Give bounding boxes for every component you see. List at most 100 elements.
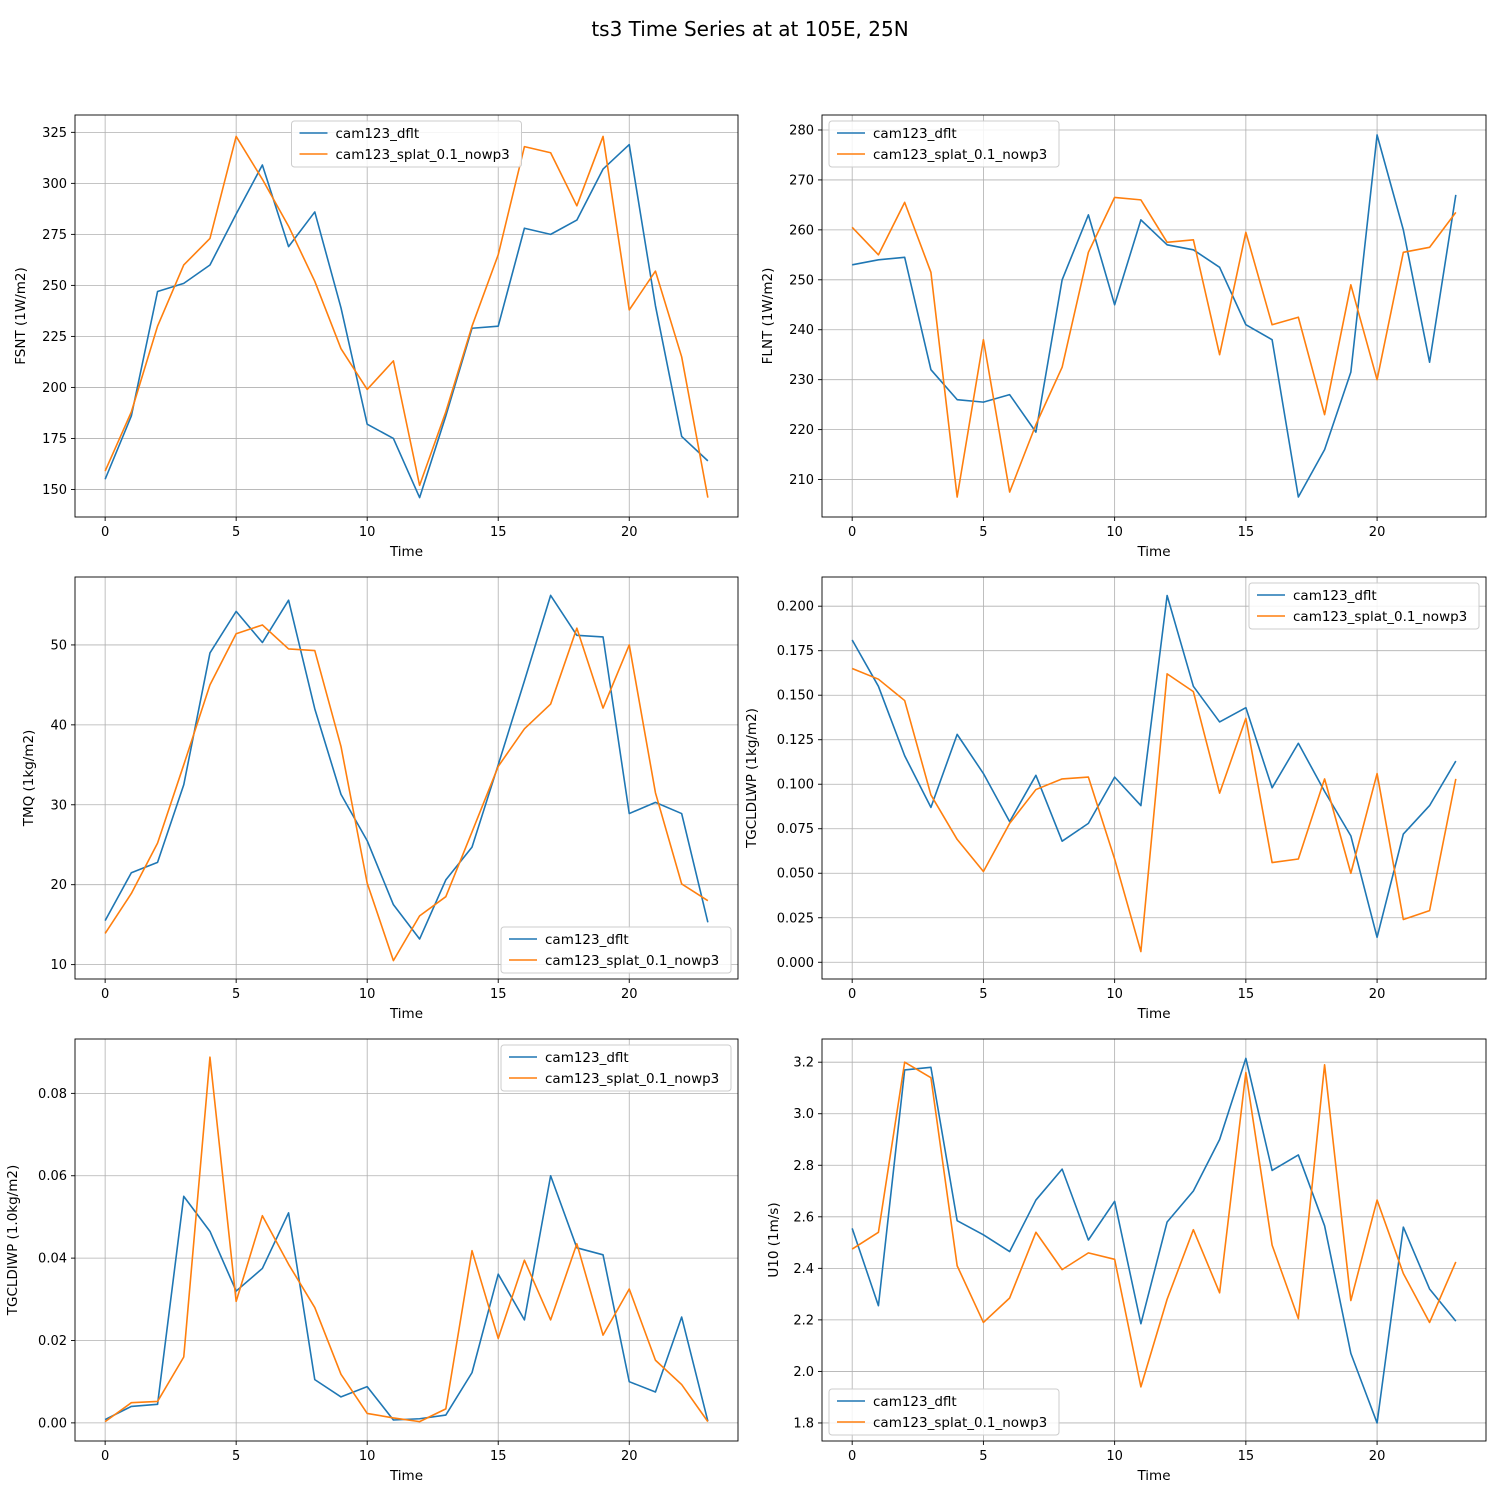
- y-tick-label: 3.2: [793, 1056, 814, 1071]
- x-tick-label: 15: [490, 525, 507, 540]
- subplot-1: 0 5 10 15 20 150 175 200 225 250 275 300 325 Time FSNT…: [13, 114, 739, 560]
- x-tick-label: 20: [1369, 987, 1386, 1002]
- y-tick-label: 220: [789, 423, 814, 438]
- series-line-dflt: [104, 594, 709, 940]
- y-tick-label: 0.125: [777, 733, 814, 748]
- grid-lines: [75, 577, 738, 979]
- legend-label-dflt: cam123_dflt: [873, 126, 957, 142]
- y-tick-label: 2.0: [793, 1365, 814, 1380]
- x-tick-label: 0: [101, 987, 109, 1002]
- y-tick-label: 210: [789, 473, 814, 488]
- legend-label-splat: cam123_splat_0.1_nowp3: [545, 953, 719, 969]
- y-tick-label: 300: [42, 177, 67, 192]
- y-axis-label: FLNT (1W/m2): [760, 268, 776, 365]
- y-tick-label: 200: [42, 381, 67, 396]
- x-tick-label: 5: [979, 1449, 987, 1464]
- legend-label-splat: cam123_splat_0.1_nowp3: [873, 147, 1047, 163]
- series-line-splat: [104, 624, 709, 962]
- y-tick-label: 2.4: [793, 1262, 814, 1277]
- y-tick-label: 150: [42, 483, 67, 498]
- x-tick-label: 5: [232, 987, 240, 1002]
- subplot-6: 0 5 10 15 20 1.8 2.0 2.2 2.4 2.6 2.8 3.0 3.2 Time U10 …: [766, 1038, 1487, 1484]
- x-axis-label: Time: [1136, 1006, 1170, 1022]
- y-tick-label: 0.04: [38, 1252, 67, 1267]
- x-tick-label: 20: [1369, 525, 1386, 540]
- grid-lines: [822, 115, 1486, 517]
- y-tick-label: 0.100: [777, 778, 814, 793]
- legend-label-dflt: cam123_dflt: [1293, 588, 1377, 604]
- x-tick-label: 10: [1106, 987, 1123, 1002]
- legend: cam123_dflt cam123_splat_0.1_nowp3: [500, 926, 732, 974]
- x-tick-label: 10: [359, 1449, 376, 1464]
- x-tick-label: 15: [1238, 525, 1255, 540]
- subplot-4: 0 5 10 15 20 0.000 0.025 0.050 0.075 0.100 0.125 0.…: [744, 576, 1487, 1022]
- x-tick-label: 5: [232, 1449, 240, 1464]
- y-axis-label: TGCLDLWP (1kg/m2): [744, 708, 760, 849]
- y-axis-label: TGCLDIWP (1.0kg/m2): [5, 1165, 21, 1317]
- y-tick-label: 260: [789, 223, 814, 238]
- legend-label-dflt: cam123_dflt: [873, 1394, 957, 1410]
- y-tick-label: 2.8: [793, 1159, 814, 1174]
- axes-frame: [74, 576, 739, 980]
- subplot-5: 0 5 10 15 20 0.00 0.02 0.04 0.06 0.08 Time TGCLDIWP…: [5, 1038, 739, 1484]
- legend-label-dflt: cam123_dflt: [336, 126, 420, 142]
- axes-frame: [821, 576, 1487, 980]
- legend-box: [828, 120, 1060, 168]
- legend: cam123_dflt cam123_splat_0.1_nowp3: [500, 1044, 732, 1092]
- y-tick-label: 0.08: [38, 1087, 67, 1102]
- y-tick-label: 0.050: [777, 867, 814, 882]
- x-tick-label: 0: [101, 1449, 109, 1464]
- y-tick-label: 30: [50, 798, 67, 813]
- subplot-2: 0 5 10 15 20 210 220 230 240 250 260 270 280 Time FLNT…: [760, 114, 1487, 560]
- x-tick-label: 10: [1106, 1449, 1123, 1464]
- x-tick-label: 20: [621, 1449, 638, 1464]
- y-tick-label: 0.025: [777, 911, 814, 926]
- x-tick-label: 0: [848, 987, 856, 1002]
- x-tick-label: 0: [848, 525, 856, 540]
- series-line-dflt: [851, 594, 1457, 939]
- x-axis-label: Time: [1136, 544, 1170, 560]
- x-tick-label: 0: [101, 525, 109, 540]
- axes-frame: [74, 114, 739, 518]
- series-line-dflt: [851, 1057, 1457, 1424]
- x-tick-label: 10: [359, 525, 376, 540]
- legend-label-splat: cam123_splat_0.1_nowp3: [873, 1415, 1047, 1431]
- series-line-splat: [851, 667, 1457, 953]
- x-tick-label: 20: [621, 987, 638, 1002]
- x-tick-label: 15: [490, 987, 507, 1002]
- y-tick-label: 325: [42, 126, 67, 141]
- y-tick-label: 230: [789, 373, 814, 388]
- y-axis-label: TMQ (1kg/m2): [21, 730, 37, 828]
- legend-box: [291, 120, 522, 168]
- axes-frame: [821, 114, 1487, 518]
- y-tick-label: 275: [42, 228, 67, 243]
- y-tick-label: 175: [42, 432, 67, 447]
- y-tick-label: 2.2: [793, 1313, 814, 1328]
- legend-box: [828, 1388, 1060, 1436]
- subplot-3: 0 5 10 15 20 10 20 30 40 50 Time TMQ (1kg/m2) cam123…: [21, 576, 739, 1022]
- x-tick-label: 5: [979, 987, 987, 1002]
- y-tick-label: 240: [789, 323, 814, 338]
- subplot-grid: 0 5 10 15 20150175200225250275300325TimeFSNT…: [5, 114, 1487, 1484]
- y-tick-label: 270: [789, 173, 814, 188]
- x-tick-label: 20: [1369, 1449, 1386, 1464]
- y-tick-label: 3.0: [793, 1107, 814, 1122]
- legend-label-dflt: cam123_dflt: [545, 1050, 629, 1066]
- legend: cam123_dflt cam123_splat_0.1_nowp3: [828, 1388, 1060, 1436]
- legend: cam123_dflt cam123_splat_0.1_nowp3: [291, 120, 522, 168]
- x-tick-label: 15: [1238, 1449, 1255, 1464]
- y-tick-label: 0.06: [38, 1169, 67, 1184]
- y-tick-label: 250: [789, 273, 814, 288]
- y-tick-label: 225: [42, 330, 67, 345]
- legend: cam123_dflt cam123_splat_0.1_nowp3: [1248, 582, 1480, 630]
- y-tick-label: 0.200: [777, 600, 814, 615]
- grid-lines: [75, 115, 738, 517]
- series-line-splat: [104, 135, 709, 498]
- series-line-splat: [851, 196, 1457, 498]
- legend-label-splat: cam123_splat_0.1_nowp3: [545, 1071, 719, 1087]
- y-tick-label: 10: [50, 958, 67, 973]
- y-tick-label: 0.075: [777, 822, 814, 837]
- y-tick-label: 0.000: [777, 956, 814, 971]
